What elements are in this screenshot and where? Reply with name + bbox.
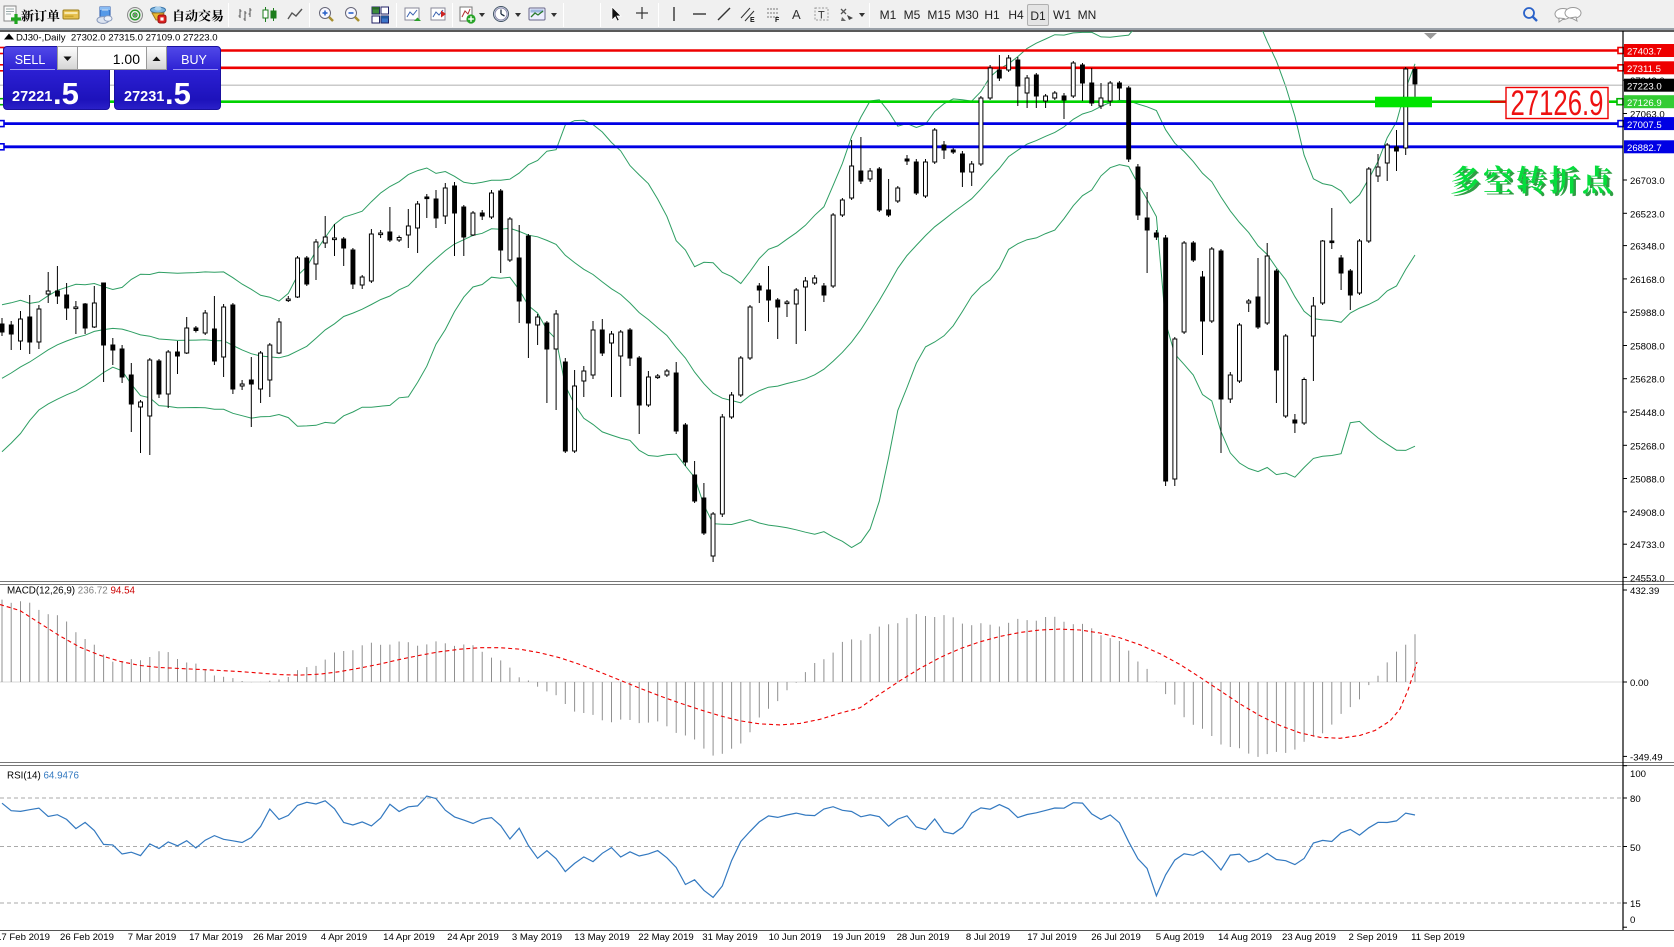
svg-text:24733.0: 24733.0: [1630, 540, 1665, 551]
svg-text:27126.9: 27126.9: [1511, 84, 1604, 123]
svg-text:31 May 2019: 31 May 2019: [702, 932, 757, 943]
svg-text:25088.0: 25088.0: [1630, 475, 1665, 486]
svg-text:27007.5: 27007.5: [1627, 120, 1662, 131]
svg-text:10 Jun 2019: 10 Jun 2019: [769, 932, 822, 943]
svg-text:11 Sep 2019: 11 Sep 2019: [1411, 932, 1465, 943]
svg-text:RSI(14) 64.9476: RSI(14) 64.9476: [7, 771, 79, 782]
svg-text:26882.7: 26882.7: [1627, 143, 1662, 154]
svg-text:15: 15: [1630, 899, 1641, 910]
svg-text:14 Aug 2019: 14 Aug 2019: [1218, 932, 1272, 943]
svg-text:DJ30-,Daily 27302.0 27315.0 2: DJ30-,Daily 27302.0 27315.0 27109.0 2722…: [16, 33, 218, 44]
svg-text:23 Aug 2019: 23 Aug 2019: [1282, 932, 1336, 943]
svg-text:432.39: 432.39: [1630, 586, 1659, 597]
svg-text:E: E: [750, 17, 755, 24]
svg-text:27403.7: 27403.7: [1627, 47, 1662, 58]
svg-text:17 Mar 2019: 17 Mar 2019: [189, 932, 243, 943]
svg-text:A: A: [792, 7, 801, 22]
svg-text:24553.0: 24553.0: [1630, 573, 1665, 584]
svg-text:0: 0: [1630, 915, 1635, 926]
svg-text:100: 100: [1630, 769, 1646, 780]
svg-text:24 Apr 2019: 24 Apr 2019: [447, 932, 499, 943]
svg-text:26703.0: 26703.0: [1630, 176, 1665, 187]
svg-text:17 Feb 2019: 17 Feb 2019: [0, 932, 50, 943]
svg-text:25808.0: 25808.0: [1630, 342, 1665, 353]
svg-text:27063.0: 27063.0: [1630, 110, 1665, 121]
svg-text:80: 80: [1630, 794, 1641, 805]
svg-text:17 Jul 2019: 17 Jul 2019: [1027, 932, 1077, 943]
svg-text:5 Aug 2019: 5 Aug 2019: [1156, 932, 1205, 943]
svg-text:25448.0: 25448.0: [1630, 408, 1665, 419]
svg-text:T: T: [818, 10, 825, 22]
svg-text:27311.5: 27311.5: [1627, 64, 1661, 75]
svg-text:27126.9: 27126.9: [1627, 98, 1662, 109]
svg-text:13 May 2019: 13 May 2019: [574, 932, 629, 943]
svg-text:26 Mar 2019: 26 Mar 2019: [253, 932, 307, 943]
svg-text:-349.49: -349.49: [1630, 752, 1663, 763]
svg-text:25268.0: 25268.0: [1630, 441, 1665, 452]
svg-text:26 Jul 2019: 26 Jul 2019: [1091, 932, 1141, 943]
svg-text:19 Jun 2019: 19 Jun 2019: [833, 932, 886, 943]
svg-text:0.00: 0.00: [1630, 678, 1649, 689]
svg-text:4 Apr 2019: 4 Apr 2019: [321, 932, 367, 943]
svg-text:24908.0: 24908.0: [1630, 508, 1665, 519]
svg-text:F: F: [775, 17, 780, 24]
svg-text:26 Feb 2019: 26 Feb 2019: [60, 932, 114, 943]
svg-text:7 Mar 2019: 7 Mar 2019: [128, 932, 177, 943]
svg-text:26348.0: 26348.0: [1630, 242, 1665, 253]
svg-text:26168.0: 26168.0: [1630, 275, 1665, 286]
svg-text:25988.0: 25988.0: [1630, 308, 1665, 319]
svg-text:2 Sep 2019: 2 Sep 2019: [1348, 932, 1397, 943]
svg-text:26523.0: 26523.0: [1630, 209, 1665, 220]
svg-text:3 May 2019: 3 May 2019: [512, 932, 562, 943]
svg-text:25628.0: 25628.0: [1630, 375, 1665, 386]
svg-text:8 Jul 2019: 8 Jul 2019: [966, 932, 1010, 943]
svg-text:MACD(12,26,9) 236.72 94.54: MACD(12,26,9) 236.72 94.54: [7, 586, 136, 597]
svg-text:27223.0: 27223.0: [1627, 81, 1662, 92]
svg-text:50: 50: [1630, 843, 1641, 854]
svg-text:14 Apr 2019: 14 Apr 2019: [383, 932, 435, 943]
svg-text:28 Jun 2019: 28 Jun 2019: [897, 932, 950, 943]
svg-text:22 May 2019: 22 May 2019: [638, 932, 693, 943]
